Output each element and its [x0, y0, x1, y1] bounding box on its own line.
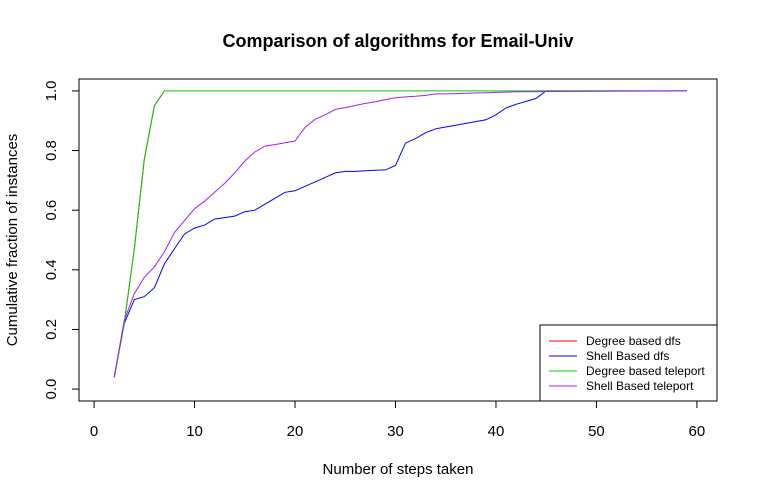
x-tick-label: 60 [689, 423, 706, 440]
y-axis: 0.0 0.2 0.4 0.6 0.8 1.0 [43, 80, 80, 400]
y-tick-label: 0.8 [43, 140, 60, 161]
legend-label: Shell Based dfs [586, 349, 669, 363]
y-tick-label: 0.4 [43, 259, 60, 280]
x-tick-label: 40 [488, 423, 505, 440]
legend-box [539, 324, 718, 402]
y-tick-label: 1.0 [43, 80, 60, 101]
y-axis-label: Cumulative fraction of instances [4, 134, 21, 347]
x-axis: 0 10 20 30 40 50 60 [90, 400, 706, 440]
x-tick-label: 30 [387, 423, 404, 440]
y-tick-label: 0.2 [43, 319, 60, 340]
x-tick-label: 10 [186, 423, 203, 440]
legend-label: Degree based dfs [586, 334, 681, 348]
series-line-shell-based-teleport [113, 90, 687, 378]
series-line-degree-based-teleport [113, 90, 687, 378]
y-tick-label: 0.6 [43, 200, 60, 221]
legend-label: Degree based teleport [586, 364, 705, 378]
series-line-shell-based-dfs [113, 90, 687, 378]
x-tick-label: 50 [588, 423, 605, 440]
x-tick-label: 0 [90, 423, 98, 440]
x-axis-label: Number of steps taken [323, 461, 474, 478]
chart-title: Comparison of algorithms for Email-Univ [222, 31, 573, 51]
y-tick-label: 0.0 [43, 379, 60, 400]
series-layer [113, 90, 687, 378]
legend-label: Shell Based teleport [586, 379, 694, 393]
x-tick-label: 20 [287, 423, 304, 440]
